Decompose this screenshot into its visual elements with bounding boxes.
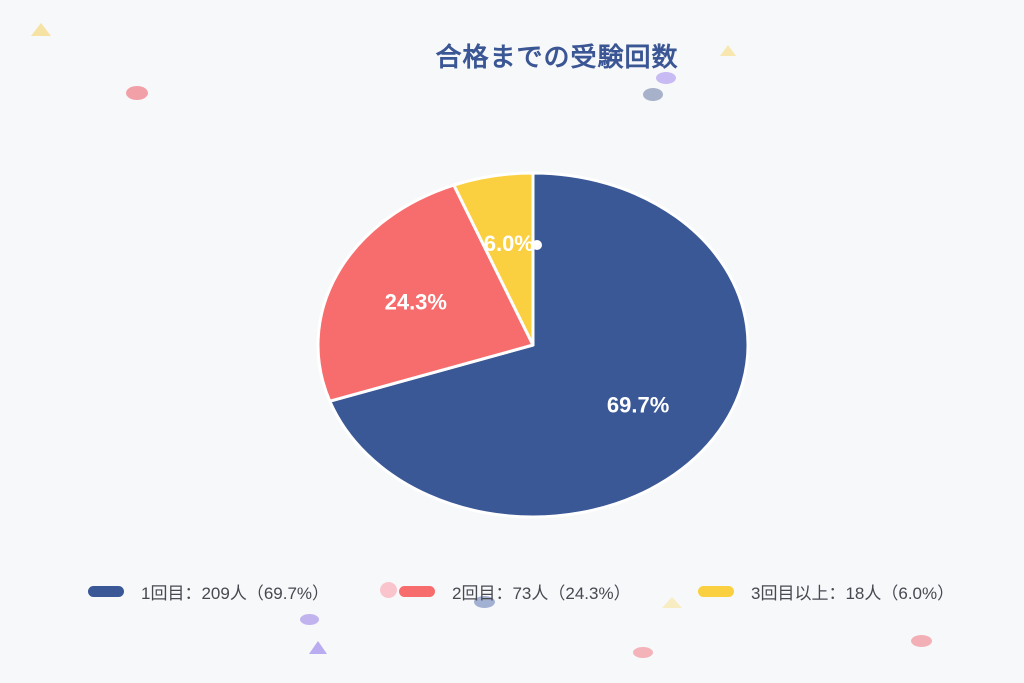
legend-label-1: 1回目：209人（69.7%）: [141, 583, 330, 603]
deco-ellipse-grayblue-bottom: [474, 596, 495, 608]
deco-ellipse-pink-bottom-mid: [633, 647, 653, 658]
chart-title: 合格までの受験回数: [435, 42, 679, 72]
deco-triangle-yellow-title-right: [720, 45, 736, 56]
pie-slice-3[interactable]: [452, 171, 535, 347]
legend-swatch-2: [399, 585, 435, 597]
deco-dot-white-pie: [532, 240, 542, 250]
legend-swatch-1: [88, 585, 124, 597]
deco-ellipse-purple-top: [656, 72, 676, 84]
deco-ellipse-pink-legend: [380, 582, 397, 598]
legend-swatch-3: [698, 585, 734, 597]
pie-slice-label-2: 24.3%: [385, 289, 447, 314]
deco-triangle-purple-bottom: [309, 641, 327, 654]
pie-slice-1[interactable]: [328, 171, 750, 519]
legend-item-3[interactable]: 3回目以上：18人（6.0%）: [698, 580, 955, 603]
chart-legend: 1回目：209人（69.7%） 2回目：73人（24.3%） 3回目以上：18人（6…: [0, 580, 1024, 603]
deco-ellipse-grayblue-top: [643, 88, 663, 101]
deco-ellipse-pink-top-left: [126, 86, 148, 100]
legend-label-2: 2回目：73人（24.3%）: [452, 583, 631, 603]
deco-triangle-yellow-top-left: [31, 23, 51, 36]
deco-ellipse-pink-bottom-right: [911, 635, 932, 647]
legend-label-3: 3回目以上：18人（6.0%）: [751, 583, 955, 603]
pie-slice-label-3: 6.0%: [484, 231, 534, 256]
pie-slice-label-1: 69.7%: [607, 392, 669, 417]
legend-item-2[interactable]: 2回目：73人（24.3%）: [399, 580, 631, 603]
deco-triangle-yellow-bottom: [662, 597, 682, 608]
legend-item-1[interactable]: 1回目：209人（69.7%）: [88, 580, 330, 603]
deco-ellipse-purple-bottom: [300, 614, 319, 625]
